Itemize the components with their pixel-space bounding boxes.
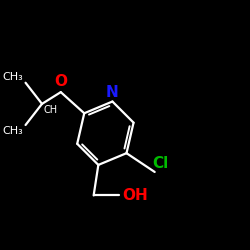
Text: CH₃: CH₃ [2, 72, 23, 82]
Text: CH: CH [43, 105, 57, 115]
Text: N: N [106, 85, 119, 100]
Text: OH: OH [122, 188, 148, 203]
Text: CH₃: CH₃ [2, 126, 23, 136]
Text: Cl: Cl [152, 156, 168, 171]
Text: O: O [54, 74, 67, 89]
